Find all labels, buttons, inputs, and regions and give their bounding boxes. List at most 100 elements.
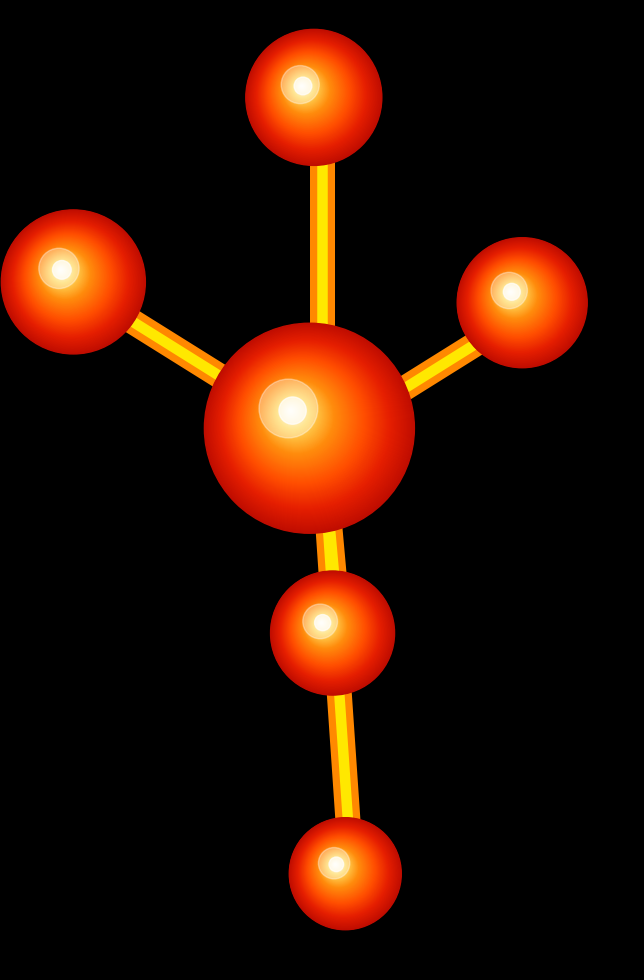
Circle shape xyxy=(294,595,361,662)
Circle shape xyxy=(20,229,118,327)
Circle shape xyxy=(318,848,359,888)
Circle shape xyxy=(493,274,535,316)
Circle shape xyxy=(43,251,86,296)
Circle shape xyxy=(324,853,351,880)
Circle shape xyxy=(272,56,344,127)
Circle shape xyxy=(2,211,145,353)
Circle shape xyxy=(265,49,354,138)
Circle shape xyxy=(310,840,370,900)
Circle shape xyxy=(303,831,382,910)
Circle shape xyxy=(6,215,139,348)
Circle shape xyxy=(274,574,390,691)
Circle shape xyxy=(7,216,137,346)
Circle shape xyxy=(278,62,336,120)
Circle shape xyxy=(486,268,545,326)
Circle shape xyxy=(299,83,306,90)
Circle shape xyxy=(301,603,350,651)
Circle shape xyxy=(298,599,355,656)
Circle shape xyxy=(475,256,561,342)
Circle shape xyxy=(306,834,377,907)
Circle shape xyxy=(315,615,331,632)
Circle shape xyxy=(274,574,390,690)
Circle shape xyxy=(35,244,97,306)
Circle shape xyxy=(3,212,142,351)
Circle shape xyxy=(211,330,405,524)
Circle shape xyxy=(289,409,294,414)
Circle shape xyxy=(284,585,375,676)
Circle shape xyxy=(318,619,327,627)
Circle shape xyxy=(231,350,376,496)
Circle shape xyxy=(314,843,366,895)
Circle shape xyxy=(260,380,334,454)
Circle shape xyxy=(287,407,296,416)
Circle shape xyxy=(278,578,384,685)
Circle shape xyxy=(227,346,383,502)
Circle shape xyxy=(272,56,345,128)
Circle shape xyxy=(293,821,396,925)
Circle shape xyxy=(44,254,83,292)
Circle shape xyxy=(13,221,129,338)
Circle shape xyxy=(480,262,553,334)
Circle shape xyxy=(290,74,317,102)
Circle shape xyxy=(48,257,79,288)
Circle shape xyxy=(297,81,308,92)
Circle shape xyxy=(506,288,516,298)
Circle shape xyxy=(281,66,330,115)
Circle shape xyxy=(46,255,82,291)
Circle shape xyxy=(301,85,303,87)
Circle shape xyxy=(275,576,388,688)
Circle shape xyxy=(319,620,325,626)
Circle shape xyxy=(319,848,358,887)
Circle shape xyxy=(318,619,326,627)
Circle shape xyxy=(39,248,91,300)
Circle shape xyxy=(276,61,337,122)
Circle shape xyxy=(44,254,84,293)
Circle shape xyxy=(314,615,332,633)
Circle shape xyxy=(464,244,578,359)
Circle shape xyxy=(457,238,587,368)
Circle shape xyxy=(500,281,526,307)
Circle shape xyxy=(30,238,105,314)
Circle shape xyxy=(473,254,564,345)
Circle shape xyxy=(326,855,348,877)
Circle shape xyxy=(216,335,398,516)
Circle shape xyxy=(222,341,390,509)
Circle shape xyxy=(317,846,361,890)
Circle shape xyxy=(276,396,311,431)
Circle shape xyxy=(486,267,546,327)
Circle shape xyxy=(322,851,354,883)
Circle shape xyxy=(323,852,354,882)
Circle shape xyxy=(272,392,316,436)
Circle shape xyxy=(321,850,355,885)
Circle shape xyxy=(319,848,359,888)
Circle shape xyxy=(334,862,337,866)
Circle shape xyxy=(3,211,144,353)
Circle shape xyxy=(501,282,525,306)
Circle shape xyxy=(291,592,365,666)
Circle shape xyxy=(269,388,323,442)
Circle shape xyxy=(41,250,88,297)
Circle shape xyxy=(312,841,368,897)
Circle shape xyxy=(4,213,142,351)
Circle shape xyxy=(252,36,372,156)
Circle shape xyxy=(289,590,368,668)
Circle shape xyxy=(266,386,326,445)
Circle shape xyxy=(299,600,354,656)
Circle shape xyxy=(305,606,346,647)
Circle shape xyxy=(38,247,93,302)
Circle shape xyxy=(261,45,360,143)
Circle shape xyxy=(480,261,554,335)
Circle shape xyxy=(286,587,373,673)
Circle shape xyxy=(484,265,549,329)
Circle shape xyxy=(283,67,328,113)
Circle shape xyxy=(459,240,584,365)
Circle shape xyxy=(28,237,107,317)
Circle shape xyxy=(483,264,550,331)
Circle shape xyxy=(204,323,414,533)
Circle shape xyxy=(253,37,371,155)
Circle shape xyxy=(42,251,88,297)
Circle shape xyxy=(469,250,569,350)
Circle shape xyxy=(311,612,337,638)
Circle shape xyxy=(477,258,559,340)
Circle shape xyxy=(482,263,551,332)
